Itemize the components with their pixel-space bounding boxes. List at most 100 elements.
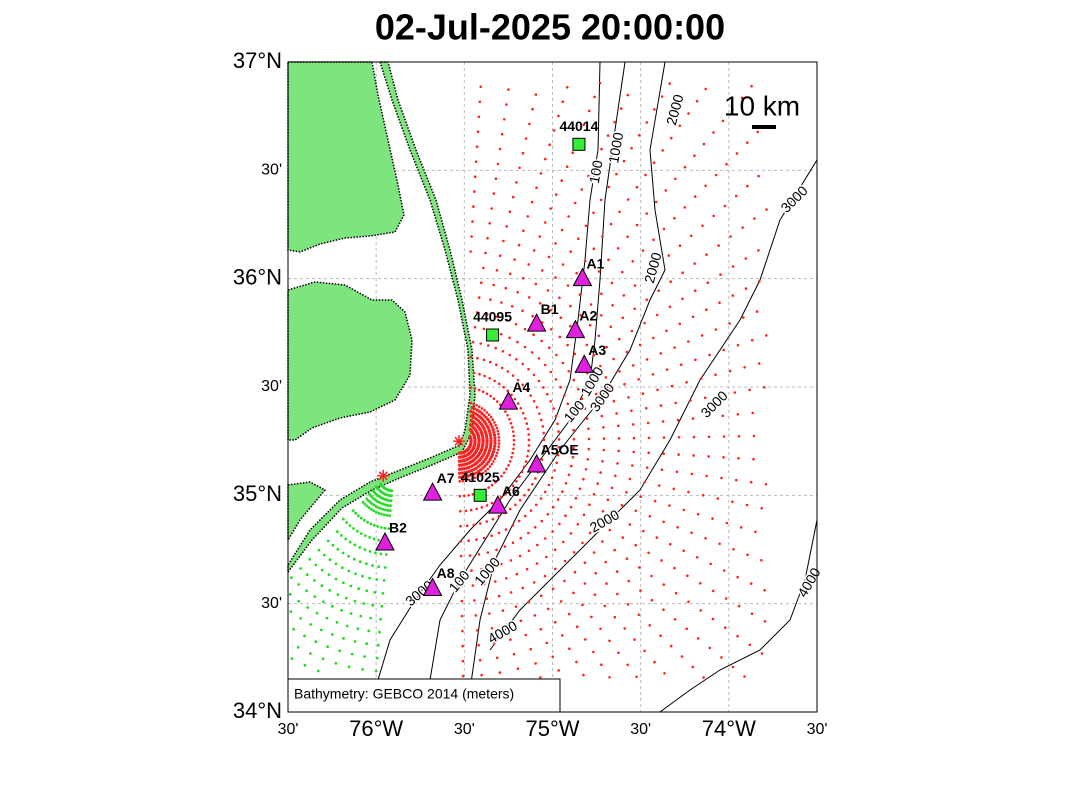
wave-point [571,419,574,423]
wave-point [530,351,534,354]
wave-point [539,627,543,631]
array-marker [422,577,443,596]
wave-point [718,301,721,305]
wave-point [367,506,371,510]
wave-point [374,551,377,555]
wave-point [617,424,620,428]
wave-point [473,387,477,390]
wave-point [467,539,470,542]
wave-point [631,464,634,467]
wave-point [618,370,621,373]
wave-point [383,508,387,512]
wave-point [662,520,665,524]
wave-point [479,473,482,477]
wave-point [577,237,580,240]
wave-point [626,603,630,606]
wave-point [553,469,556,472]
wave-point [466,474,470,478]
wave-point [471,340,475,344]
wave-point [490,207,494,210]
wave-point [389,504,392,508]
wave-point [631,423,635,426]
wave-point [362,602,366,605]
wave-point [670,384,674,388]
wave-point [504,286,508,290]
lon-tick-label: 30' [630,721,651,738]
wave-point [350,652,354,656]
wave-point [731,265,735,268]
wave-point [689,234,693,238]
lat-tick-label: 37°N [233,48,282,73]
wave-point [380,604,384,608]
wave-point [722,569,726,572]
wave-point [297,583,301,586]
wave-point [567,215,570,218]
wave-point [341,551,345,555]
wave-point [484,251,487,255]
wave-point [573,201,577,205]
wave-point [746,184,749,188]
wave-point [709,562,712,566]
wave-point [599,627,602,631]
wave-point [711,617,715,621]
wave-point [478,405,481,409]
wave-point [371,603,375,607]
wave-point [497,439,501,442]
wave-point [315,611,319,615]
wave-point [531,107,534,111]
wave-point [383,526,387,530]
wave-point [549,308,553,312]
wave-point [757,249,760,252]
wave-point [488,448,492,453]
wave-point [558,335,562,339]
station-label: 44095 [473,309,512,325]
wave-point [716,497,720,500]
wave-point [572,437,576,441]
wave-point [742,316,745,319]
wave-point [552,407,555,410]
wave-point [634,509,638,513]
wave-point [547,255,551,259]
wave-point [479,342,483,345]
wave-point [373,591,377,594]
wave-point [529,647,532,651]
wave-point [379,617,383,621]
wave-point [702,676,705,679]
wave-point [639,495,642,499]
wave-point [539,172,543,175]
wave-point [755,310,759,313]
wave-point [750,84,753,88]
wave-point [459,554,463,558]
wave-point [627,579,631,583]
wave-point [504,492,507,495]
wave-point [736,343,740,347]
wave-point [493,436,497,440]
wave-point [481,466,485,470]
wave-point [532,249,536,252]
wave-point [623,627,626,630]
wave-point [534,503,538,507]
wave-point [737,435,741,438]
wave-point [527,296,531,299]
lat-tick-label: 30' [261,162,282,179]
wave-point [760,507,763,510]
wave-point [513,258,516,261]
wave-point [344,537,348,541]
wave-point [677,453,680,456]
wave-point [691,315,695,319]
wave-point [655,313,659,317]
wave-point [760,652,764,655]
wave-point [488,465,492,468]
array-marker [565,319,586,339]
wave-point [736,413,740,416]
wave-point [695,99,699,103]
wave-point [533,614,537,617]
wave-point [542,386,545,389]
wave-point [676,418,680,422]
wave-point [743,366,746,369]
wave-point [551,530,554,533]
wave-point [465,524,469,528]
wave-point [457,455,461,459]
wave-point [470,569,473,572]
wave-point [554,378,558,381]
